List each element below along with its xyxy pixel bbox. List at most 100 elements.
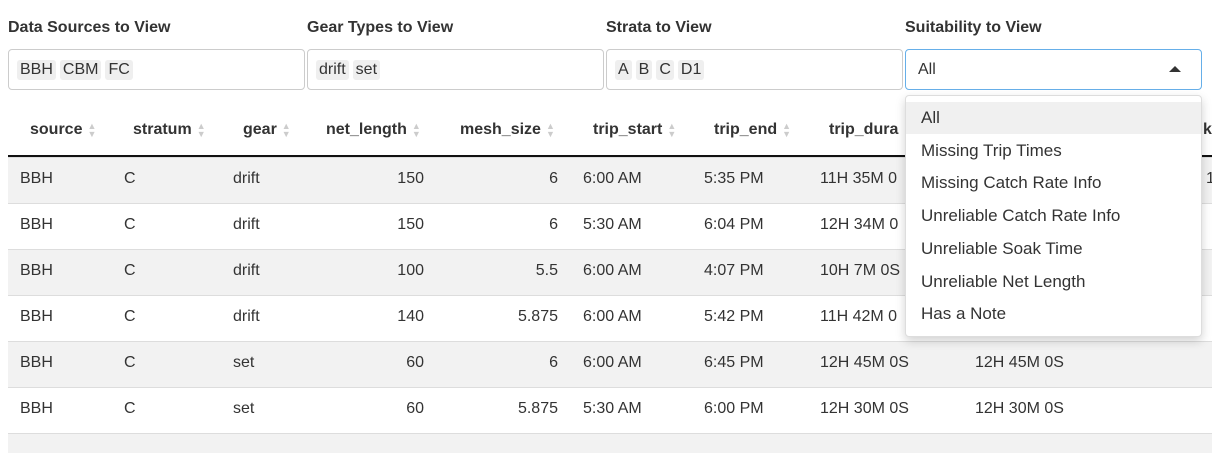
table-cell: C: [124, 308, 136, 325]
column-header[interactable]: source ▲ ▼: [30, 121, 96, 139]
table-cell: drift: [233, 262, 260, 279]
column-header[interactable]: net_length ▲ ▼: [326, 121, 421, 139]
table-cell: BBH: [20, 170, 53, 187]
table-cell: 12H 45M 0S: [975, 354, 1064, 371]
table-cell: 100: [397, 262, 424, 279]
table-cell: C: [124, 262, 136, 279]
dropdown-option[interactable]: Unreliable Net Length: [921, 271, 1086, 291]
header-text: stratum: [133, 121, 192, 138]
filter-label: Suitability to View: [905, 19, 1042, 36]
table-cell: set: [233, 354, 255, 371]
chip[interactable]: C: [656, 59, 674, 80]
header-border: [8, 155, 1212, 157]
chip[interactable]: set: [352, 59, 381, 80]
header-text: k: [1203, 121, 1212, 138]
table-cell: 5.875: [517, 400, 558, 417]
table-cell: 5:30 AM: [583, 216, 642, 233]
chip[interactable]: drift: [316, 59, 349, 80]
table-cell: BBH: [20, 216, 53, 233]
table-cell: drift: [233, 308, 260, 325]
chip[interactable]: B: [635, 59, 653, 80]
dropdown-option[interactable]: Unreliable Soak Time: [921, 238, 1083, 258]
filter-label: Gear Types to View: [307, 19, 454, 36]
table-cell: 140: [397, 308, 424, 325]
table-cell: 6:00 AM: [583, 308, 642, 325]
table-cell: C: [124, 170, 136, 187]
table-cell: 12H 34M 0: [820, 216, 899, 233]
chip[interactable]: FC: [105, 59, 133, 80]
filter-input[interactable]: A B C D1: [606, 49, 903, 90]
table-cell: 11H 42M 0: [820, 308, 898, 325]
header-text: trip_dura: [829, 121, 899, 138]
column-header[interactable]: mesh_size ▲ ▼: [460, 121, 555, 139]
filter-label: Strata to View: [606, 19, 712, 36]
header-text: source: [30, 121, 83, 138]
table-cell: 6: [549, 354, 558, 371]
table-cell: 150: [397, 170, 424, 187]
dropdown-option[interactable]: Missing Trip Times: [921, 140, 1062, 160]
chip[interactable]: CBM: [59, 59, 102, 80]
dropdown-menu: All Missing Trip Times Missing Catch Rate …: [905, 95, 1202, 337]
table-cell: drift: [233, 170, 260, 187]
table-cell: BBH: [20, 262, 53, 279]
filter-input[interactable]: All: [905, 49, 1202, 90]
header-text: mesh_size: [460, 121, 541, 138]
table-cell: 60: [406, 400, 424, 417]
table-bottom: [8, 433, 1212, 453]
table-cell: 5:42 PM: [704, 308, 764, 325]
selected-value: All: [918, 60, 936, 78]
table-cell: 60: [406, 354, 424, 371]
sort-icon: ▲▼: [411, 120, 421, 139]
table-cell: 5.875: [517, 308, 558, 325]
sort-icon: ▲▼: [667, 120, 677, 139]
table-cell: 6:00 PM: [704, 400, 764, 417]
table-cell: 1: [1206, 170, 1212, 187]
table-cell: 6:00 AM: [583, 354, 642, 371]
header-text: trip_start: [593, 121, 663, 138]
sort-icon: ▲▼: [196, 120, 206, 139]
table-cell: C: [124, 400, 136, 417]
column-header[interactable]: stratum ▲ ▼: [133, 121, 206, 139]
dropdown-option[interactable]: All: [906, 102, 1201, 134]
column-header[interactable]: trip_dura▲▼: [829, 121, 912, 139]
table-cell: 6:45 PM: [704, 354, 764, 371]
table-cell: 5:35 PM: [704, 170, 764, 187]
column-header[interactable]: gear ▲ ▼: [243, 121, 291, 139]
table-cell: 5.5: [535, 262, 558, 279]
chip[interactable]: D1: [677, 59, 705, 80]
table-cell: drift: [233, 216, 260, 233]
table-cell: 6: [549, 170, 558, 187]
table-cell: 5:30 AM: [583, 400, 642, 417]
dropdown-option[interactable]: Has a Note: [921, 304, 1007, 324]
column-header[interactable]: trip_start ▲ ▼: [593, 121, 676, 139]
table-cell: BBH: [20, 400, 53, 417]
filter-input[interactable]: BBH CBM FC: [8, 49, 305, 90]
dropdown-option[interactable]: Unreliable Catch Rate Info: [921, 206, 1121, 226]
table-cell: BBH: [20, 308, 53, 325]
chip[interactable]: BBH: [17, 59, 56, 80]
table-cell: 6:00 AM: [583, 262, 642, 279]
table-cell: 12H 45M 0S: [820, 354, 909, 371]
caret: [1169, 66, 1181, 72]
header-text: gear: [243, 121, 277, 138]
table-cell: C: [124, 354, 136, 371]
table-cell: 6:04 PM: [704, 216, 764, 233]
dropdown-option[interactable]: Missing Catch Rate Info: [921, 173, 1102, 193]
table-cell: 12H 30M 0S: [975, 400, 1064, 417]
filter-input[interactable]: drift set: [307, 49, 604, 90]
table-cell: 150: [397, 216, 424, 233]
sort-icon: ▲▼: [545, 120, 555, 139]
column-header[interactable]: trip_end ▲ ▼: [714, 121, 791, 139]
chip[interactable]: A: [615, 59, 632, 80]
sort-icon: ▲▼: [87, 120, 97, 139]
header-text: net_length: [326, 121, 407, 138]
table-cell: 12H 30M 0S: [820, 400, 909, 417]
table-cell: set: [233, 400, 255, 417]
table-cell: BBH: [20, 354, 53, 371]
table-cell: 4:07 PM: [704, 262, 764, 279]
column-header[interactable]: k: [1203, 121, 1212, 139]
table-cell: 11H 35M 0: [820, 170, 898, 187]
filter-label: Data Sources to View: [8, 19, 171, 36]
sort-icon: ▲▼: [782, 120, 792, 139]
